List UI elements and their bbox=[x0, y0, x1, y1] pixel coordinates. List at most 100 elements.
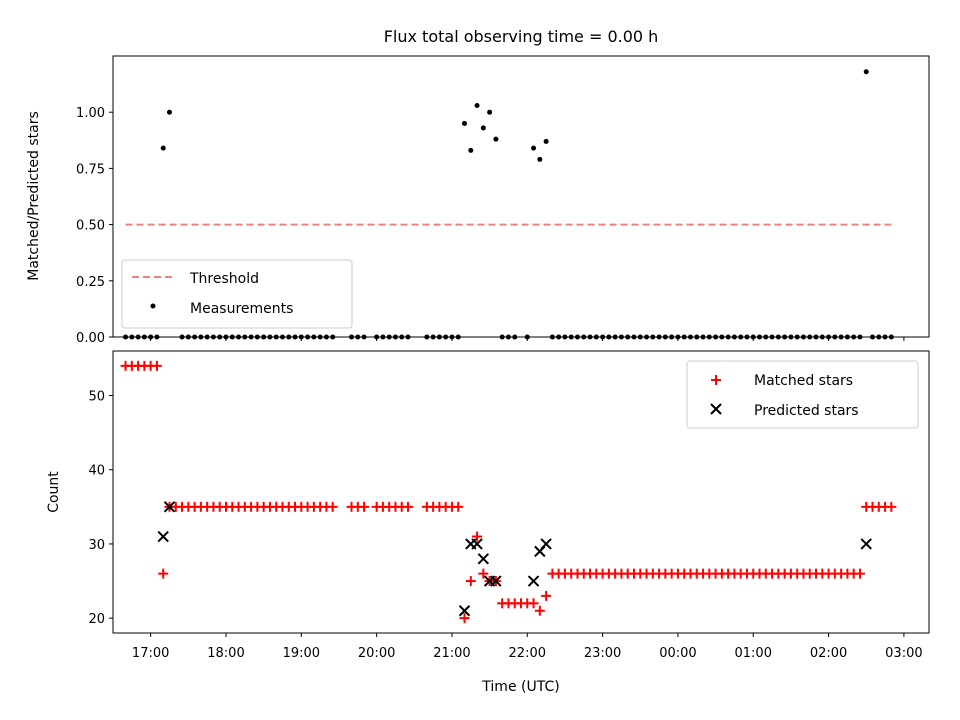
measurement-point bbox=[531, 145, 537, 151]
measurement-point bbox=[499, 334, 505, 340]
measurement-point bbox=[179, 334, 185, 340]
bottom-panel: Count Time (UTC) 17:00 18:00 19:00 20:00 21:… bbox=[46, 350, 930, 695]
predicted-star-point bbox=[163, 501, 176, 513]
bottom-y-tick-label: 30 bbox=[88, 538, 105, 553]
measurement-point bbox=[349, 334, 355, 340]
measurement-point bbox=[123, 334, 129, 340]
measurement-point bbox=[832, 334, 838, 340]
measurement-point bbox=[593, 334, 599, 340]
measurement-point bbox=[210, 334, 216, 340]
x-axis-label: Time (UTC) bbox=[481, 679, 559, 695]
measurement-point bbox=[587, 334, 593, 340]
measurement-point bbox=[537, 156, 543, 162]
measurement-point bbox=[267, 334, 273, 340]
measurement-point bbox=[637, 334, 643, 340]
measurement-point bbox=[148, 334, 154, 340]
measurement-point bbox=[217, 334, 223, 340]
measurement-point bbox=[254, 334, 260, 340]
measurement-point bbox=[236, 334, 242, 340]
top-panel: Matched/Predicted stars 0.00 0.25 0.50 0.75… bbox=[26, 55, 930, 346]
measurement-point bbox=[826, 334, 832, 340]
measurement-point bbox=[273, 334, 279, 340]
measurement-point bbox=[223, 334, 229, 340]
measurement-point bbox=[819, 334, 825, 340]
matched-star-point bbox=[886, 501, 897, 512]
measurement-point bbox=[392, 334, 398, 340]
predicted-star-point bbox=[458, 605, 471, 617]
measurement-point bbox=[644, 334, 650, 340]
measurement-point bbox=[386, 334, 392, 340]
measurement-point bbox=[430, 334, 436, 340]
measurement-point bbox=[248, 334, 254, 340]
x-tick-label: 00:00 bbox=[659, 646, 696, 661]
matched-star-point bbox=[459, 613, 470, 624]
measurement-point bbox=[775, 334, 781, 340]
measurement-point bbox=[229, 334, 235, 340]
predicted-star-point bbox=[540, 538, 552, 550]
matched-star-point bbox=[854, 568, 865, 579]
measurement-point bbox=[424, 334, 430, 340]
top-y-tick-label: 0.25 bbox=[76, 275, 105, 290]
chart-title: Flux total observing time = 0.00 h bbox=[384, 27, 659, 46]
measurement-point bbox=[838, 334, 844, 340]
x-tick-label: 20:00 bbox=[358, 646, 395, 661]
measurement-point bbox=[669, 334, 675, 340]
bottom-plot-frame bbox=[112, 350, 930, 634]
measurement-point bbox=[298, 334, 304, 340]
measurement-point bbox=[549, 334, 555, 340]
measurement-point bbox=[380, 334, 386, 340]
measurement-point bbox=[455, 334, 461, 340]
measurement-point bbox=[675, 334, 681, 340]
measurement-point bbox=[135, 334, 141, 340]
measurement-point bbox=[204, 334, 210, 340]
matched-star-point bbox=[158, 568, 169, 579]
bottom-y-axis-label: Count bbox=[46, 471, 62, 513]
x-tick-label: 22:00 bbox=[509, 646, 546, 661]
measurement-point bbox=[323, 334, 329, 340]
measurement-point bbox=[493, 136, 499, 142]
top-y-tick-label: 0.75 bbox=[76, 162, 105, 177]
predicted-star-point bbox=[527, 575, 540, 587]
measurement-point bbox=[612, 334, 618, 340]
matched-star-point bbox=[478, 568, 489, 579]
measurement-point bbox=[399, 334, 405, 340]
bottom-y-tick-label: 50 bbox=[88, 390, 105, 405]
measurement-point bbox=[129, 334, 135, 340]
measurement-point bbox=[763, 334, 769, 340]
measurement-point bbox=[863, 69, 869, 75]
measurement-point bbox=[618, 334, 624, 340]
predicted-star-point bbox=[490, 575, 502, 587]
measurement-point bbox=[568, 334, 574, 340]
measurement-point bbox=[449, 334, 455, 340]
matched-star-point bbox=[403, 501, 414, 512]
measurement-point bbox=[512, 334, 518, 340]
measurement-point bbox=[543, 138, 549, 144]
measurement-point bbox=[606, 334, 612, 340]
matched-star-point bbox=[472, 531, 483, 542]
measurement-point bbox=[719, 334, 725, 340]
measurement-point bbox=[474, 102, 480, 108]
matched-star-point bbox=[534, 605, 545, 616]
measurement-point bbox=[750, 334, 756, 340]
matched-star-point bbox=[465, 576, 476, 587]
measurement-point bbox=[305, 334, 311, 340]
measurement-point bbox=[141, 334, 147, 340]
measurement-point bbox=[505, 334, 511, 340]
measurement-point bbox=[581, 334, 587, 340]
measurement-point bbox=[851, 334, 857, 340]
x-tick-label: 02:00 bbox=[810, 646, 847, 661]
predicted-star-point bbox=[471, 538, 483, 550]
measurement-point bbox=[656, 334, 662, 340]
top-legend: Threshold Measurements bbox=[121, 259, 353, 329]
legend-matched-label: Matched stars bbox=[754, 373, 853, 389]
measurement-point bbox=[882, 334, 888, 340]
measurement-point bbox=[562, 334, 568, 340]
measurement-point bbox=[725, 334, 731, 340]
bottom-y-tick-label: 40 bbox=[88, 464, 105, 479]
legend-predicted-swatch bbox=[710, 403, 722, 415]
measurement-point bbox=[330, 334, 336, 340]
measurement-point bbox=[361, 334, 367, 340]
top-y-tick-label: 1.00 bbox=[76, 106, 105, 121]
measurement-point bbox=[650, 334, 656, 340]
